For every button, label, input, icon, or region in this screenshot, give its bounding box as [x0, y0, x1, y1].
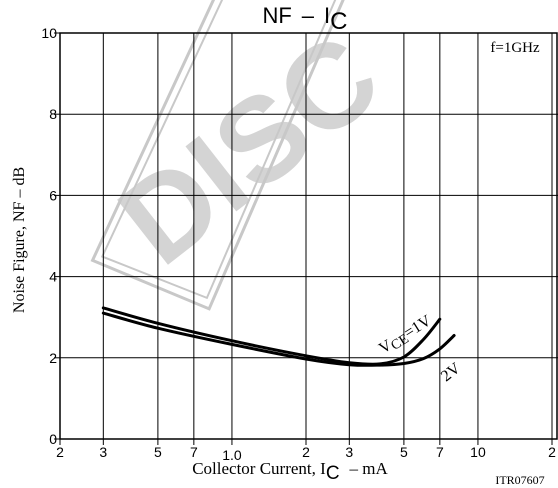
series-line-2v — [101, 311, 456, 367]
x-tick-label: 3 — [99, 444, 107, 460]
document-code: ITR07607 — [495, 473, 544, 487]
x-axis-label: Collector Current, IC – mA — [192, 459, 388, 484]
x-tick-label: 3 — [345, 444, 353, 460]
watermark-text: DISC — [95, 8, 403, 290]
series-lines — [101, 306, 456, 367]
x-tick-label: 7 — [190, 444, 198, 460]
x-tick-label: 7 — [436, 444, 444, 460]
x-tick-label: 2 — [548, 444, 556, 460]
watermark: DISC — [90, 0, 404, 311]
x-tick-label: 5 — [154, 444, 162, 460]
y-tick-label: 10 — [41, 25, 57, 41]
axes — [54, 32, 558, 445]
y-tick-label: 2 — [49, 350, 57, 366]
y-tick-label: 0 — [49, 431, 57, 447]
x-tick-label: 2 — [56, 444, 64, 460]
series-label-2v: 2V — [438, 359, 464, 385]
chart-title: NF – IC — [262, 3, 347, 35]
y-tick-label: 4 — [49, 269, 57, 285]
y-axis-label: Noise Figure, NF – dB — [11, 167, 28, 313]
x-tick-label: 10 — [470, 444, 486, 460]
condition-label: f=1GHz — [490, 40, 540, 56]
x-tick-label: 2 — [302, 444, 310, 460]
x-tick-label: 5 — [400, 444, 408, 460]
y-tick-label: 6 — [49, 187, 57, 203]
y-tick-label: 8 — [49, 106, 57, 122]
series-line-vce-1v — [101, 306, 442, 366]
plot-frame — [59, 32, 558, 440]
grid — [60, 33, 558, 439]
x-tick-label: 1.0 — [222, 447, 242, 463]
